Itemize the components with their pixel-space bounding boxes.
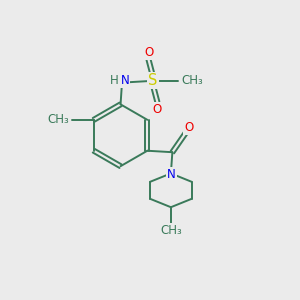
Text: O: O <box>144 46 153 59</box>
Text: N: N <box>121 74 129 87</box>
Text: CH₃: CH₃ <box>160 224 182 237</box>
Text: S: S <box>148 73 158 88</box>
Text: H: H <box>110 74 118 87</box>
Text: N: N <box>167 168 176 182</box>
Text: CH₃: CH₃ <box>48 113 69 126</box>
Text: O: O <box>184 121 193 134</box>
Text: O: O <box>153 103 162 116</box>
Text: CH₃: CH₃ <box>181 74 203 87</box>
